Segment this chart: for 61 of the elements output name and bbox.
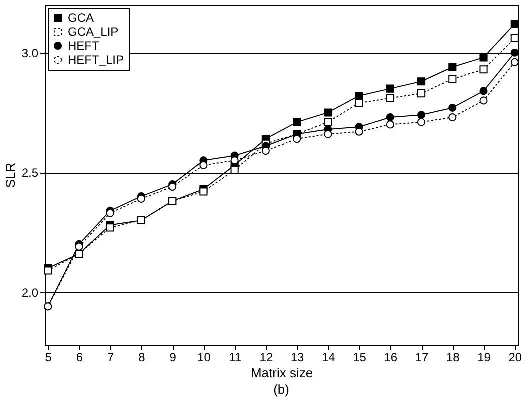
x-tick-label: 11 [229, 350, 242, 364]
point [448, 63, 457, 72]
point [386, 114, 394, 122]
text: (b) [274, 382, 290, 397]
x-tick-label: 19 [478, 350, 492, 364]
x-tick-label: 16 [384, 350, 398, 364]
point [417, 90, 426, 98]
point [262, 147, 270, 156]
point [324, 108, 332, 117]
point [386, 84, 394, 93]
x-tick-label: 14 [322, 350, 336, 364]
point [417, 111, 426, 120]
point [230, 156, 239, 165]
point [106, 224, 114, 232]
y-tick-label: 3.0 [22, 46, 39, 60]
point [480, 96, 488, 105]
point [200, 161, 208, 170]
point [510, 20, 519, 28]
point [44, 266, 52, 275]
point [448, 104, 457, 112]
x-tick-label: 5 [45, 350, 52, 364]
x-tick-label: 9 [170, 350, 177, 364]
x-tick-label: 7 [108, 350, 115, 364]
x-tick-label: 8 [138, 350, 146, 364]
legend-label: HEFT [68, 39, 100, 53]
point [324, 118, 332, 126]
legend-label: GCA_LIP [68, 25, 119, 39]
point [448, 75, 457, 84]
x-tick-label: 6 [76, 350, 84, 364]
point [448, 114, 457, 122]
y-axis-title: SLR [2, 162, 18, 188]
point [480, 66, 488, 74]
y-tick-label: 2.5 [22, 166, 39, 180]
point [386, 94, 394, 102]
y-tick-label: 2.0 [22, 286, 39, 300]
point [355, 128, 364, 136]
point [75, 242, 84, 251]
point [230, 166, 239, 174]
point [510, 48, 519, 57]
point [417, 78, 426, 86]
point [324, 130, 332, 138]
x-tick-label: 12 [260, 350, 274, 364]
point [480, 54, 488, 62]
point [106, 209, 114, 218]
point [200, 188, 208, 196]
point [417, 118, 426, 126]
x-tick-label: 17 [415, 350, 430, 364]
x-tick-label: 10 [198, 350, 212, 364]
point [510, 58, 519, 66]
legend-label: HEFT_LIP [68, 53, 124, 67]
x-tick-label: 20 [508, 350, 522, 364]
point [293, 118, 302, 126]
x-axis-title: Matrix size [250, 366, 314, 380]
x-tick-label: 13 [290, 350, 305, 364]
legend-label: GCA [68, 11, 94, 25]
point [480, 87, 488, 96]
point [355, 99, 364, 108]
point [386, 120, 394, 129]
point [293, 135, 302, 144]
x-tick-label: 18 [446, 350, 460, 364]
x-tick-label: 15 [353, 350, 367, 364]
